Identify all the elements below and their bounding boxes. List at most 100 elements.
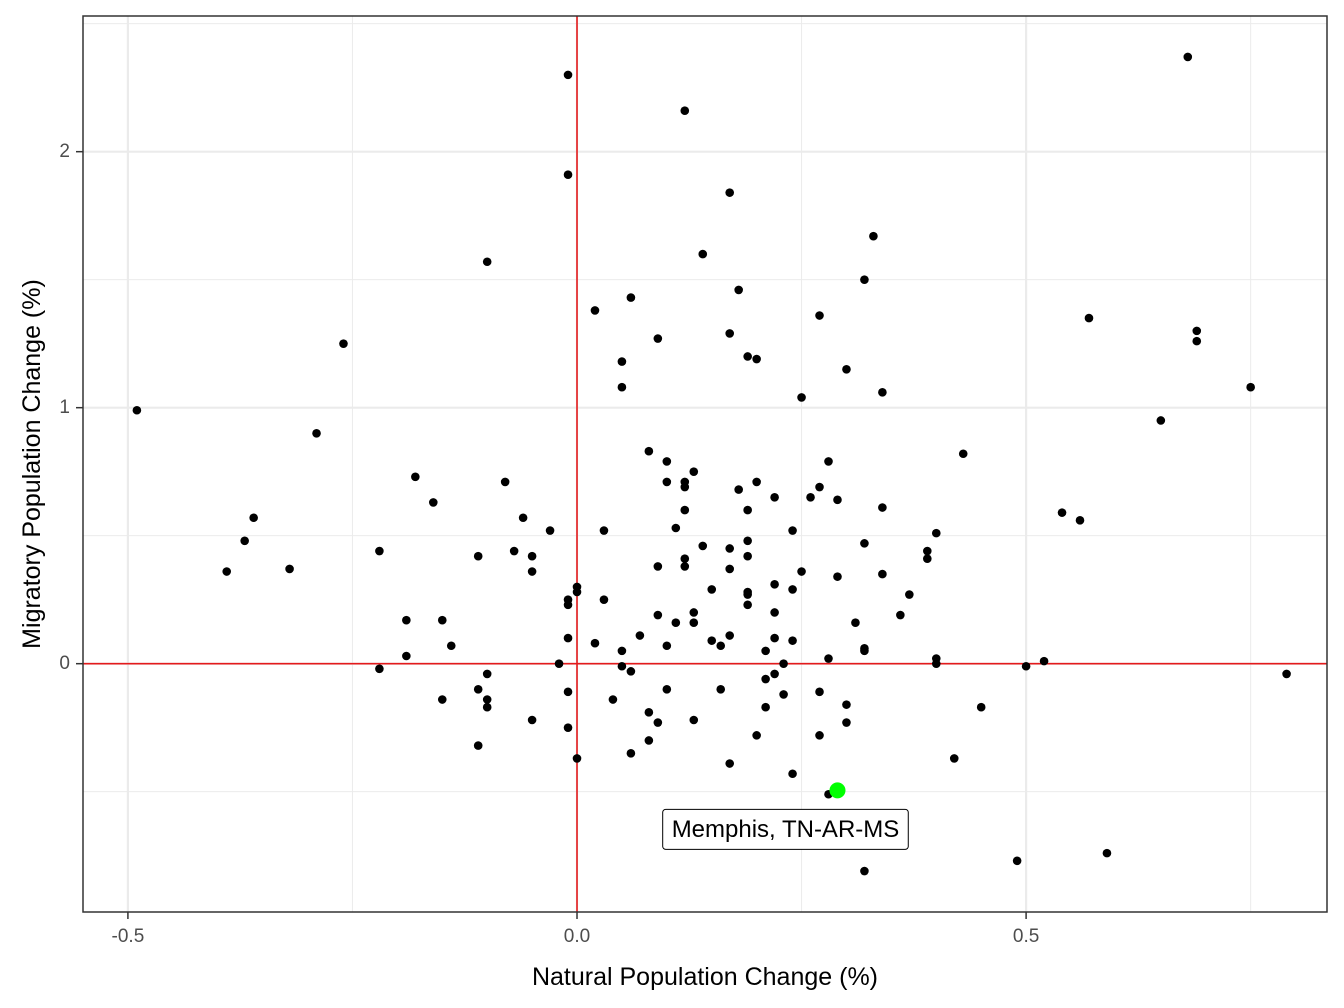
data-point <box>446 641 456 651</box>
data-point <box>743 551 752 561</box>
data-point <box>653 610 663 620</box>
data-point <box>626 748 636 758</box>
data-point <box>770 492 779 502</box>
data-point <box>698 249 708 259</box>
data-point <box>563 723 573 732</box>
data-point <box>689 715 699 725</box>
data-point <box>527 567 537 576</box>
data-point <box>500 477 510 487</box>
data-point <box>644 446 654 456</box>
data-point <box>878 388 887 397</box>
data-point <box>752 477 761 487</box>
x-axis-title: Natural Population Change (%) <box>532 963 878 991</box>
data-point <box>725 544 735 553</box>
data-point <box>931 528 941 538</box>
data-point <box>815 311 824 320</box>
data-point <box>680 505 690 515</box>
data-point <box>707 585 717 594</box>
y-tick-label: 0 <box>59 653 70 674</box>
data-point <box>878 503 887 512</box>
data-point <box>518 513 528 523</box>
data-point <box>824 457 833 466</box>
data-point <box>689 618 699 628</box>
data-point <box>527 715 537 725</box>
data-point <box>509 546 519 556</box>
data-point <box>482 257 492 267</box>
data-point <box>617 382 627 392</box>
data-point <box>923 546 932 556</box>
data-point <box>572 754 582 763</box>
data-point <box>716 684 726 694</box>
data-point <box>1021 661 1031 671</box>
data-point <box>545 526 555 535</box>
data-point <box>770 633 779 643</box>
data-point <box>671 618 681 628</box>
data-point <box>653 718 663 727</box>
data-point <box>482 695 492 704</box>
axis-ticks: -0.5 0.0 0.5 0 1 2 <box>59 141 1039 947</box>
data-point <box>473 551 483 561</box>
data-point <box>599 595 609 604</box>
data-point <box>949 754 959 763</box>
data-point <box>482 702 492 712</box>
data-point <box>842 718 851 727</box>
data-point <box>527 551 537 561</box>
data-point <box>249 513 258 523</box>
data-point <box>851 618 860 628</box>
data-point <box>976 702 986 712</box>
data-point <box>761 646 770 656</box>
data-point <box>788 636 797 645</box>
data-point <box>734 485 743 494</box>
y-tick-label: 1 <box>59 397 70 418</box>
data-point <box>1039 656 1049 666</box>
data-point <box>842 700 851 709</box>
data-point <box>743 590 752 599</box>
data-point <box>653 562 663 571</box>
data-point <box>743 352 752 361</box>
data-point <box>563 633 573 643</box>
data-point <box>599 526 609 535</box>
data-point <box>743 600 752 610</box>
data-point <box>572 587 582 597</box>
panel-border <box>82 15 1328 913</box>
data-point <box>671 523 681 533</box>
data-point <box>689 467 699 476</box>
data-point <box>761 702 770 712</box>
x-tick-label: 0.0 <box>564 926 590 947</box>
data-point <box>878 569 887 579</box>
x-tick-label: 0.5 <box>1013 926 1039 947</box>
data-point <box>797 393 806 402</box>
data-point <box>402 651 411 661</box>
data-point <box>590 306 600 315</box>
data-point <box>788 526 797 535</box>
data-point <box>132 405 142 415</box>
data-point <box>743 536 752 546</box>
data-point <box>842 364 851 374</box>
data-point <box>815 687 824 697</box>
data-point <box>662 457 672 466</box>
data-point <box>680 482 690 492</box>
data-point <box>1192 336 1202 346</box>
data-point <box>716 641 726 651</box>
data-point <box>590 638 600 648</box>
data-point <box>617 661 627 671</box>
data-point <box>725 564 735 574</box>
data-point <box>1075 516 1085 525</box>
data-point <box>222 567 232 576</box>
data-point <box>1012 856 1022 866</box>
data-point <box>411 472 420 482</box>
data-point <box>1102 848 1112 858</box>
data-point <box>725 329 735 338</box>
data-point <box>761 674 770 684</box>
highlight-label-box <box>662 808 909 850</box>
data-point <box>680 562 690 571</box>
data-point <box>563 170 573 180</box>
data-point <box>563 600 573 610</box>
data-point <box>923 554 932 564</box>
data-point <box>662 641 672 651</box>
data-point <box>958 449 968 459</box>
data-point <box>788 769 797 779</box>
data-point <box>437 615 447 625</box>
data-point <box>1246 382 1255 392</box>
data-point <box>860 646 869 656</box>
